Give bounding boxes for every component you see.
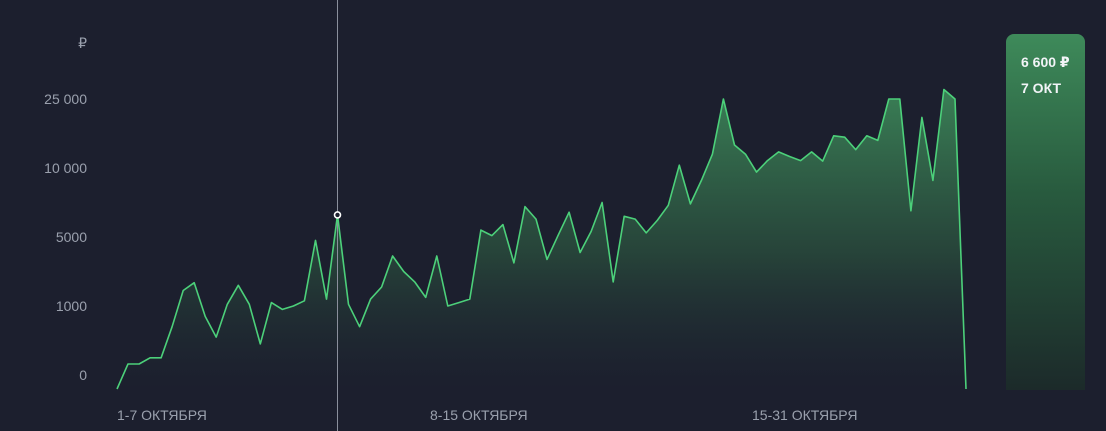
y-axis-currency-label: ₽	[78, 35, 87, 51]
y-tick-label: 1000	[56, 298, 87, 314]
series-line	[116, 88, 967, 390]
hover-point-marker	[333, 211, 342, 219]
tooltip-date: 7 ОКТ	[1021, 80, 1062, 96]
y-tick-label: 25 000	[44, 91, 87, 107]
tooltip-value: 6 600 ₽	[1021, 54, 1070, 70]
x-tick-label: 1-7 ОКТЯБРЯ	[117, 407, 207, 423]
y-tick-label: 0	[79, 367, 87, 383]
y-tick-label: 5000	[56, 229, 87, 245]
x-tick-label: 15-31 ОКТЯБРЯ	[752, 407, 857, 423]
hover-tooltip: 6 600 ₽ 7 ОКТ	[1006, 34, 1085, 390]
x-tick-label: 8-15 ОКТЯБРЯ	[430, 407, 528, 423]
y-tick-label: 10 000	[44, 160, 87, 176]
